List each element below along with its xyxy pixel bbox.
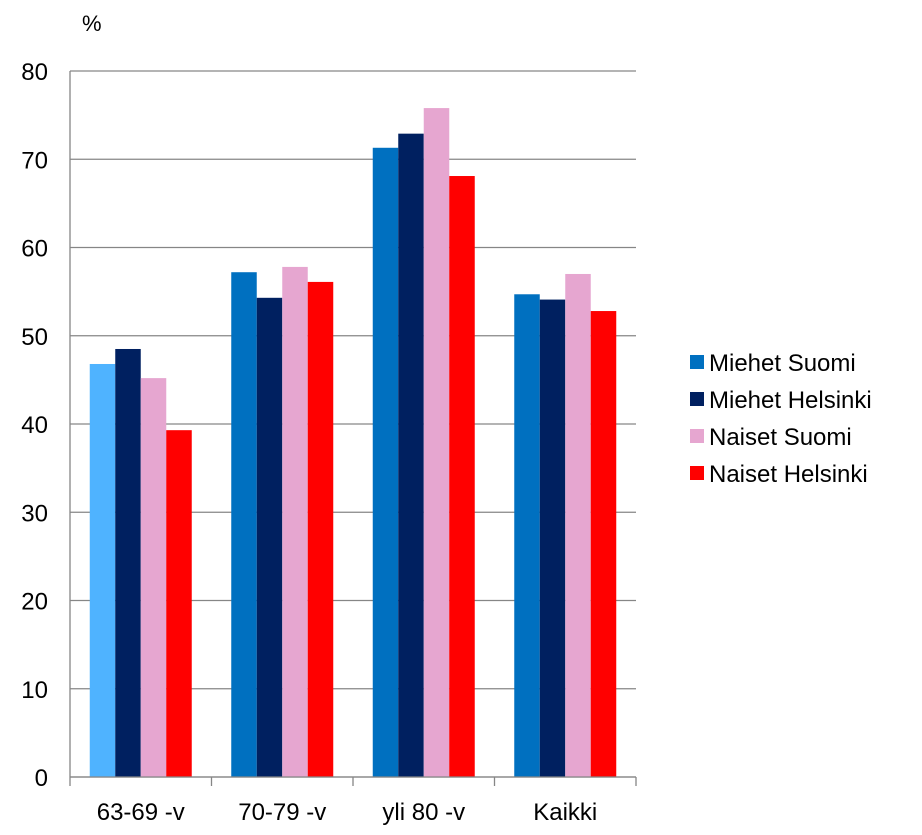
legend-swatch [690, 466, 704, 480]
bar [514, 294, 540, 777]
y-tick-label: 40 [21, 412, 48, 439]
legend-label: Naiset Helsinki [709, 461, 868, 488]
bar [166, 430, 192, 777]
y-tick-label: 30 [21, 500, 48, 527]
bar [423, 108, 450, 777]
y-tick-label: 10 [21, 677, 48, 704]
y-tick-label: 50 [21, 324, 48, 351]
y-axis-tick-labels: 0 10 20 30 40 50 60 70 80 [21, 59, 48, 792]
bar [256, 297, 283, 777]
bar [565, 273, 591, 777]
bar [115, 348, 141, 777]
legend-swatch [690, 429, 704, 443]
legend-label: Miehet Suomi [709, 350, 856, 377]
x-category-label: 63-69 -v [97, 799, 185, 826]
bar [140, 378, 167, 777]
y-tick-label: 70 [21, 147, 48, 174]
bars [89, 108, 617, 778]
legend-label: Miehet Helsinki [709, 387, 872, 414]
y-axis-unit-label: % [82, 11, 102, 36]
y-tick-label: 0 [35, 765, 48, 792]
axes [69, 71, 637, 786]
bar [282, 266, 308, 777]
x-category-label: 70-79 -v [238, 799, 326, 826]
bar [372, 147, 399, 778]
bar [307, 281, 334, 777]
bar [89, 363, 116, 777]
y-tick-label: 80 [21, 59, 48, 86]
x-category-label: yli 80 -v [382, 799, 465, 826]
y-tick-label: 60 [21, 236, 48, 263]
bar [539, 299, 566, 777]
y-tick-label: 20 [21, 589, 48, 616]
legend-swatch [690, 355, 704, 369]
bar [231, 272, 257, 777]
bar [590, 311, 617, 777]
legend: Miehet Suomi Miehet Helsinki Naiset Suomi N… [690, 350, 872, 488]
bar [449, 176, 475, 777]
x-axis-category-labels: 63-69 -v 70-79 -v yli 80 -v Kaikki [97, 799, 598, 826]
bar [398, 133, 424, 778]
x-category-label: Kaikki [533, 799, 597, 826]
legend-swatch [690, 392, 704, 406]
legend-label: Naiset Suomi [709, 424, 852, 451]
